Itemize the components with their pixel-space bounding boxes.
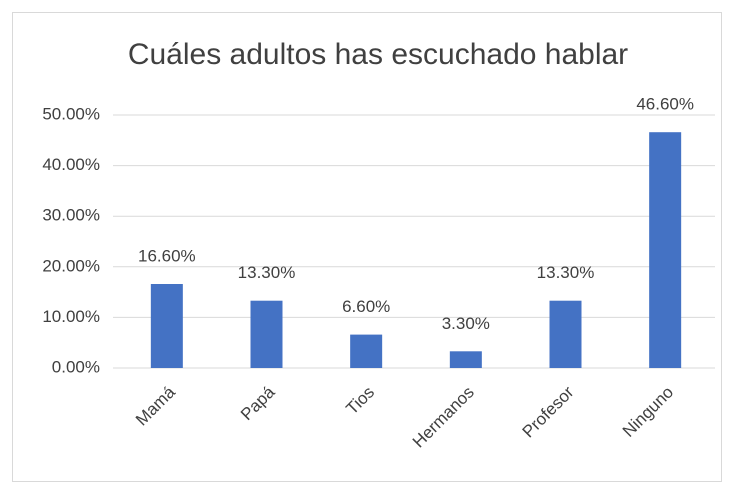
y-tick-label: 40.00% bbox=[42, 155, 100, 174]
y-tick-label: 20.00% bbox=[42, 256, 100, 275]
bar bbox=[350, 334, 383, 368]
data-label: 13.30% bbox=[537, 263, 595, 282]
data-label: 3.30% bbox=[442, 314, 490, 333]
data-label: 16.60% bbox=[138, 246, 196, 265]
bar bbox=[250, 300, 283, 368]
data-label: 6.60% bbox=[342, 297, 390, 316]
bar bbox=[649, 132, 682, 368]
y-tick-label: 10.00% bbox=[42, 307, 100, 326]
y-tick-label: 50.00% bbox=[42, 104, 100, 123]
chart-border bbox=[12, 12, 722, 482]
bar bbox=[449, 351, 482, 368]
data-label: 46.60% bbox=[636, 95, 694, 114]
bar bbox=[150, 284, 183, 368]
y-tick-label: 0.00% bbox=[52, 357, 100, 376]
bar bbox=[549, 300, 582, 368]
data-label: 13.30% bbox=[238, 263, 296, 282]
y-tick-label: 30.00% bbox=[42, 206, 100, 225]
chart-title: Cuáles adultos has escuchado hablar bbox=[128, 38, 628, 71]
